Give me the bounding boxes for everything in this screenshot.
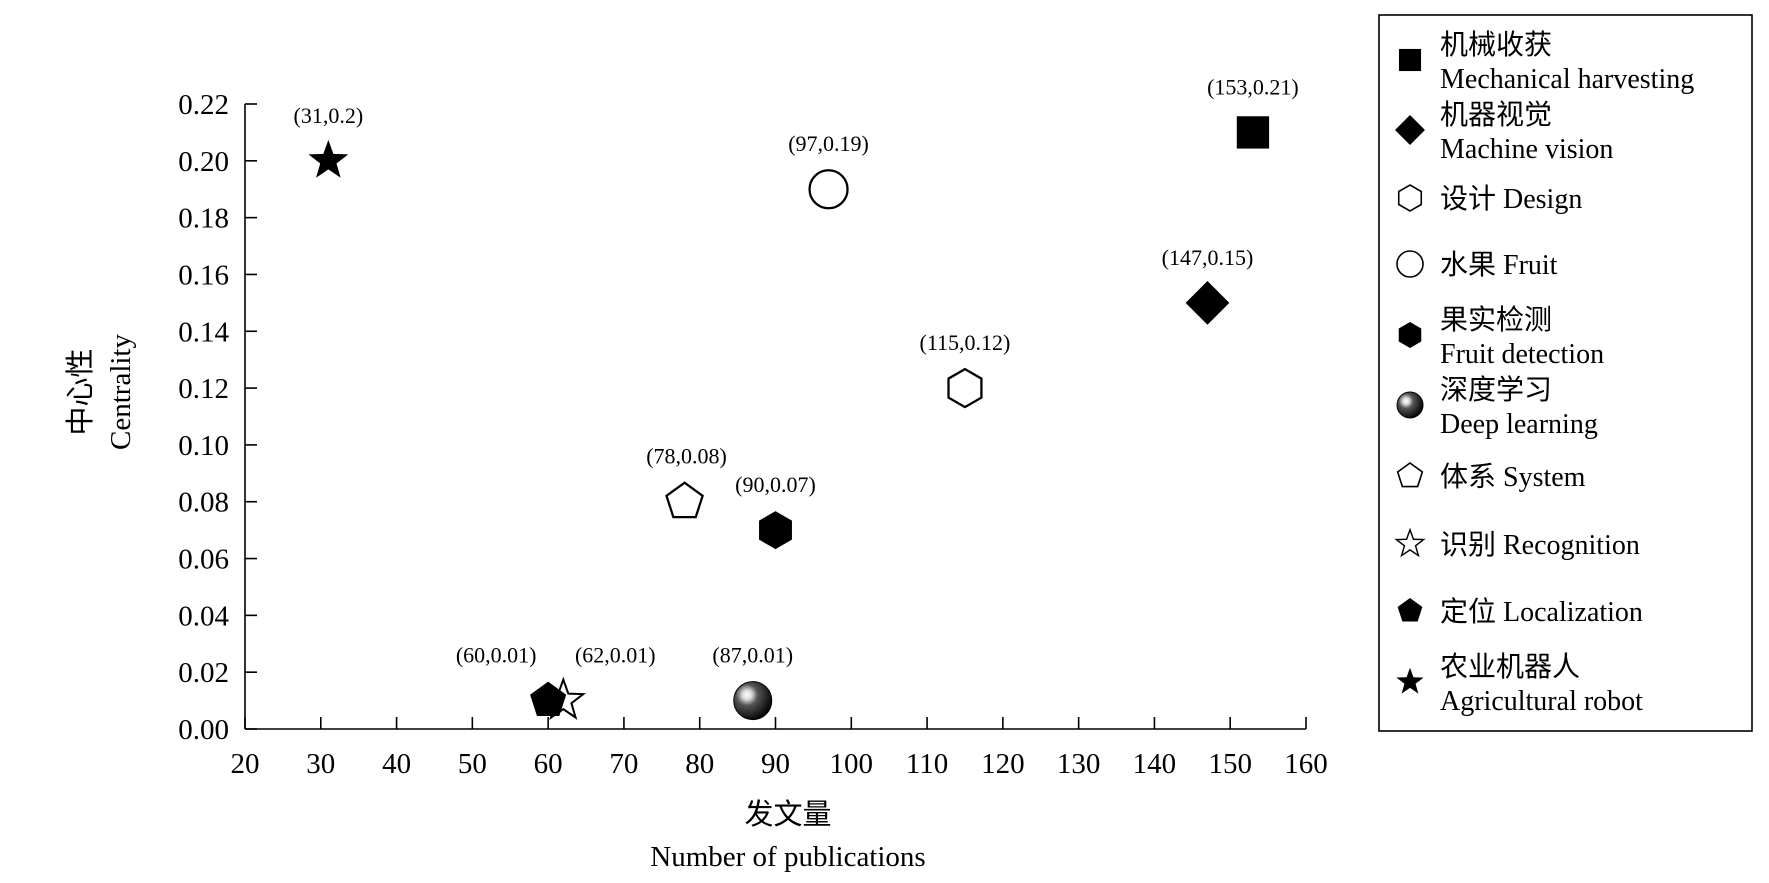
y-axis-title-cn: 中心性 bbox=[64, 348, 97, 435]
y-tick-label: 0.10 bbox=[178, 430, 229, 462]
point-label: (78,0.08) bbox=[646, 444, 727, 469]
y-tick-label: 0.22 bbox=[178, 89, 229, 121]
point-label: (153,0.21) bbox=[1207, 74, 1299, 99]
y-tick-label: 0.08 bbox=[178, 487, 229, 519]
legend-diamond-filled-icon bbox=[1395, 115, 1425, 145]
point-label: (90,0.07) bbox=[735, 472, 816, 497]
point-sphere-icon bbox=[733, 681, 773, 721]
point-circle-open-icon bbox=[808, 169, 849, 210]
point-hexagon-open-icon bbox=[947, 367, 983, 409]
x-tick-label: 60 bbox=[534, 748, 563, 780]
y-axis-title-en: Centrality bbox=[105, 334, 137, 450]
legend-label-en: Fruit detection bbox=[1440, 339, 1604, 370]
y-tick-label: 0.20 bbox=[178, 146, 229, 178]
legend-item: 识别 Recognition bbox=[1394, 527, 1640, 561]
x-tick-label: 80 bbox=[685, 748, 714, 780]
legend-pentagon-open-icon bbox=[1396, 462, 1424, 488]
legend-label-cn: 农业机器人 bbox=[1440, 651, 1580, 683]
y-tick-label: 0.06 bbox=[178, 544, 229, 576]
legend-item: 设计 Design bbox=[1397, 183, 1582, 215]
legend-label: 定位 Localization bbox=[1440, 596, 1643, 628]
legend-hexagon-open-icon bbox=[1397, 184, 1423, 212]
point-label: (62,0.01) bbox=[575, 643, 656, 668]
point-pentagon-filled-icon bbox=[530, 681, 567, 716]
legend-star-open-icon bbox=[1394, 527, 1426, 558]
legend-star-filled-icon bbox=[1396, 667, 1424, 694]
x-axis-ticks: 20 30 40 50 60 70 80 90 100 110 120 130 140 150 160 bbox=[231, 717, 1328, 780]
legend-label: 设计 Design bbox=[1440, 183, 1582, 215]
x-tick-label: 90 bbox=[761, 748, 790, 780]
point-label: (97,0.19) bbox=[788, 131, 869, 156]
x-tick-label: 160 bbox=[1284, 748, 1328, 780]
legend-item: 水果 Fruit bbox=[1396, 249, 1558, 281]
legend-label: 水果 Fruit bbox=[1440, 249, 1558, 281]
y-axis-ticks: 0.00 0.02 0.04 0.06 0.08 0.10 0.12 0.14 0.16 0.18… bbox=[178, 89, 257, 746]
legend-hexagon-filled-icon bbox=[1398, 322, 1422, 348]
x-tick-label: 70 bbox=[609, 748, 638, 780]
legend-label: 体系 System bbox=[1440, 461, 1586, 493]
y-tick-label: 0.16 bbox=[178, 259, 229, 291]
legend-label-en: Mechanical harvesting bbox=[1440, 64, 1694, 95]
legend-item: 定位 Localization bbox=[1397, 596, 1643, 628]
y-tick-label: 0.00 bbox=[178, 714, 229, 746]
point-diamond-filled-icon bbox=[1185, 281, 1230, 325]
point-star-filled-icon bbox=[308, 139, 349, 178]
axes bbox=[244, 104, 1306, 730]
data-points bbox=[308, 116, 1270, 721]
legend-pentagon-filled-icon bbox=[1397, 598, 1423, 622]
legend-item: 体系 System bbox=[1396, 461, 1586, 493]
x-axis-title-en: Number of publications bbox=[650, 841, 925, 873]
x-tick-label: 30 bbox=[306, 748, 335, 780]
y-tick-label: 0.14 bbox=[178, 316, 229, 348]
x-tick-label: 50 bbox=[458, 748, 487, 780]
x-tick-label: 110 bbox=[906, 748, 948, 780]
x-tick-label: 100 bbox=[830, 748, 874, 780]
x-axis-title-cn: 发文量 bbox=[744, 798, 831, 831]
legend-label-cn: 果实检测 bbox=[1440, 304, 1552, 336]
legend-sphere-icon bbox=[1396, 391, 1424, 419]
point-labels: (153,0.21) (147,0.15) (115,0.12) (97,0.19) (… bbox=[294, 74, 1299, 667]
y-tick-label: 0.18 bbox=[178, 203, 229, 235]
x-tick-label: 120 bbox=[981, 748, 1025, 780]
point-label: (147,0.15) bbox=[1162, 245, 1254, 270]
legend-label-en: Deep learning bbox=[1440, 409, 1598, 440]
legend-circle-open-icon bbox=[1396, 250, 1424, 278]
x-tick-label: 130 bbox=[1057, 748, 1101, 780]
point-pentagon-open-icon bbox=[665, 481, 704, 519]
point-label: (31,0.2) bbox=[294, 103, 364, 128]
legend-label-cn: 机器视觉 bbox=[1440, 99, 1552, 131]
point-label: (87,0.01) bbox=[712, 643, 793, 668]
x-tick-label: 150 bbox=[1208, 748, 1252, 780]
y-tick-label: 0.04 bbox=[178, 600, 229, 632]
x-tick-label: 140 bbox=[1133, 748, 1177, 780]
point-label: (60,0.01) bbox=[456, 643, 537, 668]
x-tick-label: 20 bbox=[231, 748, 260, 780]
legend-label-en: Agricultural robot bbox=[1440, 686, 1643, 717]
legend-label-cn: 机械收获 bbox=[1440, 29, 1552, 61]
point-hexagon-filled-icon bbox=[759, 511, 792, 550]
point-label: (115,0.12) bbox=[920, 330, 1011, 355]
y-tick-label: 0.12 bbox=[178, 373, 229, 405]
legend-box bbox=[1378, 14, 1753, 732]
y-tick-label: 0.02 bbox=[178, 657, 229, 689]
legend-label: 识别 Recognition bbox=[1440, 530, 1640, 561]
legend-label-cn: 深度学习 bbox=[1440, 374, 1552, 406]
x-tick-label: 40 bbox=[382, 748, 411, 780]
legend-square-filled-icon bbox=[1398, 48, 1422, 72]
legend-label-en: Machine vision bbox=[1440, 134, 1613, 165]
point-square-filled-icon bbox=[1236, 116, 1270, 149]
